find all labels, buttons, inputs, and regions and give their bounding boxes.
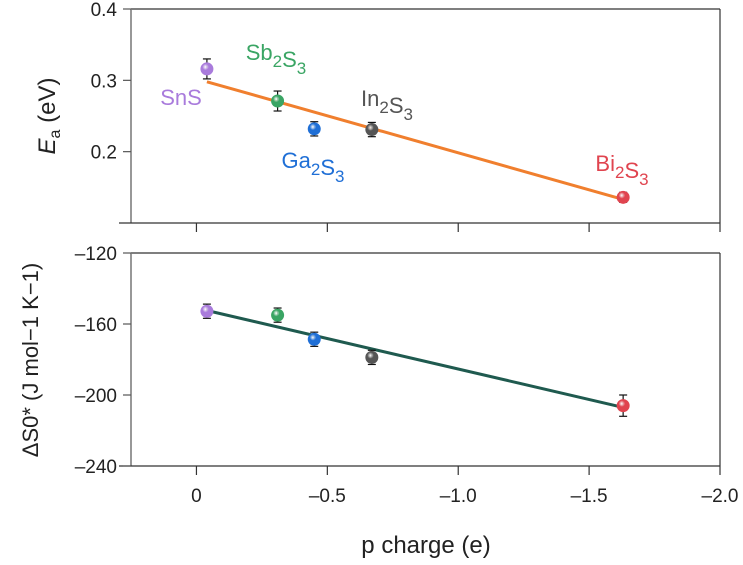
y-axis-label-top: Ea (eV) [34,78,64,155]
point-label-Bi2S3: Bi2S3 [595,151,648,189]
x-tick-label: –2.0 [702,486,739,507]
data-point-In2S3 [365,123,379,137]
point-label-SnS: SnS [160,85,202,110]
data-point-Ga2S3 [307,332,321,346]
y-tick-label: –200 [75,386,117,407]
y-axis-label-bottom: ΔS0* (J mol−1 K−1) [18,263,43,457]
data-point-SnS [200,304,214,318]
y-tick-label: –160 [75,315,117,336]
data-point-SnS [200,62,214,76]
data-point-Bi2S3 [616,190,630,204]
x-axis-label: p charge (e) [361,532,490,559]
x-tick-label: –0.5 [309,486,346,507]
y-tick-label: 0.3 [91,71,117,92]
x-tick-label: –1.5 [571,486,608,507]
data-point-In2S3 [365,350,379,364]
data-point-Ga2S3 [307,122,321,136]
point-label-Ga2S3: Ga2S3 [282,148,345,186]
y-tick-label: 0.4 [91,0,118,21]
y-tick-label: –120 [75,244,117,265]
point-label-In2S3: In2S3 [361,86,413,124]
data-point-Sb2S3 [271,94,285,108]
y-tick-label: –240 [75,457,117,478]
x-tick-label: –1.0 [440,486,477,507]
point-label-Sb2S3: Sb2S3 [246,40,307,78]
fit-line [206,309,624,409]
y-tick-label: 0.2 [91,143,117,164]
data-point-Sb2S3 [271,308,285,322]
fit-line [206,80,624,201]
x-tick-label: 0 [191,486,202,507]
data-point-Bi2S3 [616,399,630,413]
